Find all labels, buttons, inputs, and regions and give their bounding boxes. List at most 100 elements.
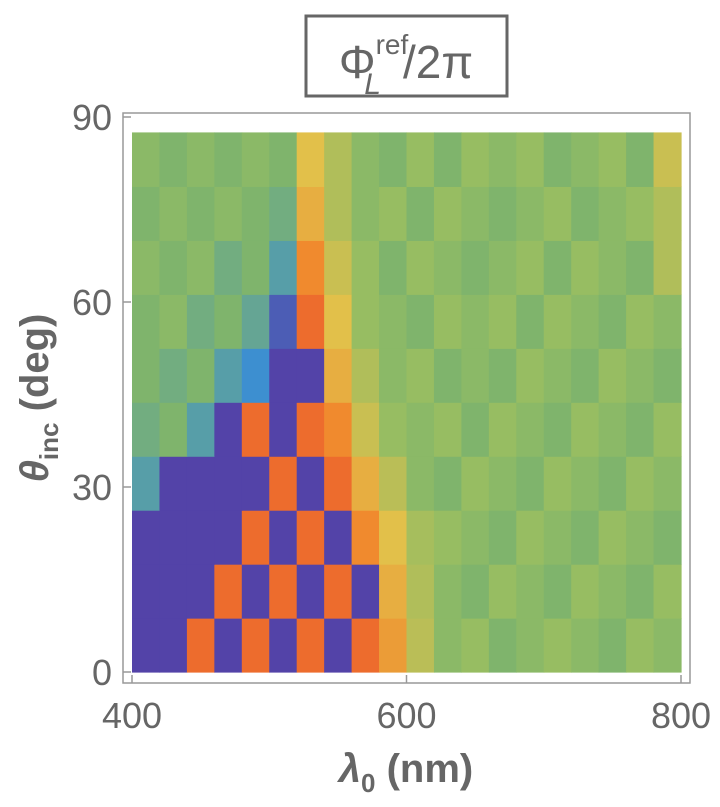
heatmap-cell — [543, 510, 572, 565]
heatmap-cell — [543, 618, 572, 673]
heatmap-cell — [241, 618, 270, 673]
heatmap-cell — [296, 132, 325, 187]
heatmap-cell — [571, 186, 600, 241]
heatmap-cell — [488, 240, 517, 295]
heatmap-cell — [433, 618, 462, 673]
heatmap-cell — [214, 510, 243, 565]
heatmap-cell — [296, 348, 325, 403]
heatmap-cell — [516, 132, 545, 187]
heatmap-cell — [516, 618, 545, 673]
heatmap-cell — [653, 294, 682, 349]
heatmap-cell — [132, 402, 161, 457]
heatmap-cell — [598, 240, 627, 295]
heatmap-cell — [626, 186, 655, 241]
heatmap-cell — [159, 348, 188, 403]
heatmap-cell — [433, 240, 462, 295]
heatmap-cell — [351, 402, 380, 457]
heatmap-cell — [516, 294, 545, 349]
heatmap-cell — [324, 402, 353, 457]
heatmap-cell — [461, 456, 490, 511]
heatmap-cell — [159, 456, 188, 511]
y-label-sub: inc — [34, 422, 64, 460]
heatmap-cell — [214, 132, 243, 187]
x-axis-label: λ0 (nm) — [337, 747, 473, 798]
y-tick-label: 30 — [72, 467, 112, 508]
heatmap-cell — [241, 402, 270, 457]
heatmap-cell — [598, 402, 627, 457]
heatmap-cell — [598, 456, 627, 511]
heatmap-cell — [132, 510, 161, 565]
heatmap-cell — [186, 564, 215, 619]
heatmap-cell — [324, 456, 353, 511]
heatmap-cell — [653, 402, 682, 457]
heatmap-cell — [241, 294, 270, 349]
heatmap-cell — [543, 240, 572, 295]
heatmap-cell — [626, 294, 655, 349]
heatmap-cell — [296, 186, 325, 241]
heatmap-cell — [543, 456, 572, 511]
heatmap-cell — [653, 186, 682, 241]
heatmap-cell — [186, 186, 215, 241]
heatmap-cell — [653, 564, 682, 619]
heatmap-cell — [159, 510, 188, 565]
heatmap-cell — [571, 294, 600, 349]
heatmap-cell — [516, 456, 545, 511]
x-tick-label: 400 — [102, 695, 162, 736]
heatmap-cell — [488, 618, 517, 673]
heatmap-cell — [433, 186, 462, 241]
heatmap-cell — [269, 240, 298, 295]
heatmap-cell — [598, 186, 627, 241]
heatmap-cell — [653, 240, 682, 295]
heatmap-cell — [269, 510, 298, 565]
heatmap-cell — [379, 402, 408, 457]
heatmap-cell — [653, 132, 682, 187]
heatmap-cell — [351, 240, 380, 295]
heatmap-cell — [461, 402, 490, 457]
x-tick-label: 600 — [376, 695, 436, 736]
heatmap-cell — [324, 618, 353, 673]
heatmap-cell — [351, 618, 380, 673]
heatmap-cell — [433, 456, 462, 511]
x-label-rest: (nm) — [375, 747, 473, 791]
heatmap-cell — [626, 402, 655, 457]
heatmap-cell — [324, 186, 353, 241]
heatmap-cell — [324, 240, 353, 295]
title-rest: /2π — [403, 36, 473, 88]
heatmap-cell — [269, 132, 298, 187]
heatmap-cell — [159, 132, 188, 187]
heatmap-cell — [598, 618, 627, 673]
heatmap-cell — [241, 348, 270, 403]
heatmap-cell — [296, 456, 325, 511]
heatmap-cell — [543, 132, 572, 187]
heatmap-cell — [269, 402, 298, 457]
heatmap-cell — [488, 132, 517, 187]
heatmap-cell — [571, 618, 600, 673]
heatmap-cell — [159, 294, 188, 349]
heatmap-cell — [406, 240, 435, 295]
heatmap-cell — [159, 240, 188, 295]
heatmap-cell — [461, 510, 490, 565]
heatmap-cell — [406, 132, 435, 187]
heatmap-cell — [543, 348, 572, 403]
heatmap-cell — [433, 348, 462, 403]
heatmap-cell — [351, 456, 380, 511]
heatmap-cell — [214, 294, 243, 349]
heatmap-cell — [132, 618, 161, 673]
heatmap-cell — [626, 240, 655, 295]
heatmap-cell — [379, 456, 408, 511]
heatmap-cell — [324, 510, 353, 565]
heatmap-cell — [186, 456, 215, 511]
heatmap-cell — [571, 240, 600, 295]
heatmap-cell — [186, 348, 215, 403]
heatmap-cell — [132, 240, 161, 295]
heatmap-cell — [132, 186, 161, 241]
heatmap-cell — [132, 564, 161, 619]
heatmap-cell — [269, 294, 298, 349]
title-sup: ref — [376, 29, 409, 60]
heatmap-cell — [543, 564, 572, 619]
heatmap-cell — [241, 132, 270, 187]
heatmap-cell — [461, 618, 490, 673]
heatmap-cell — [132, 348, 161, 403]
y-tick-label: 0 — [92, 652, 112, 693]
heatmap-cell — [406, 186, 435, 241]
